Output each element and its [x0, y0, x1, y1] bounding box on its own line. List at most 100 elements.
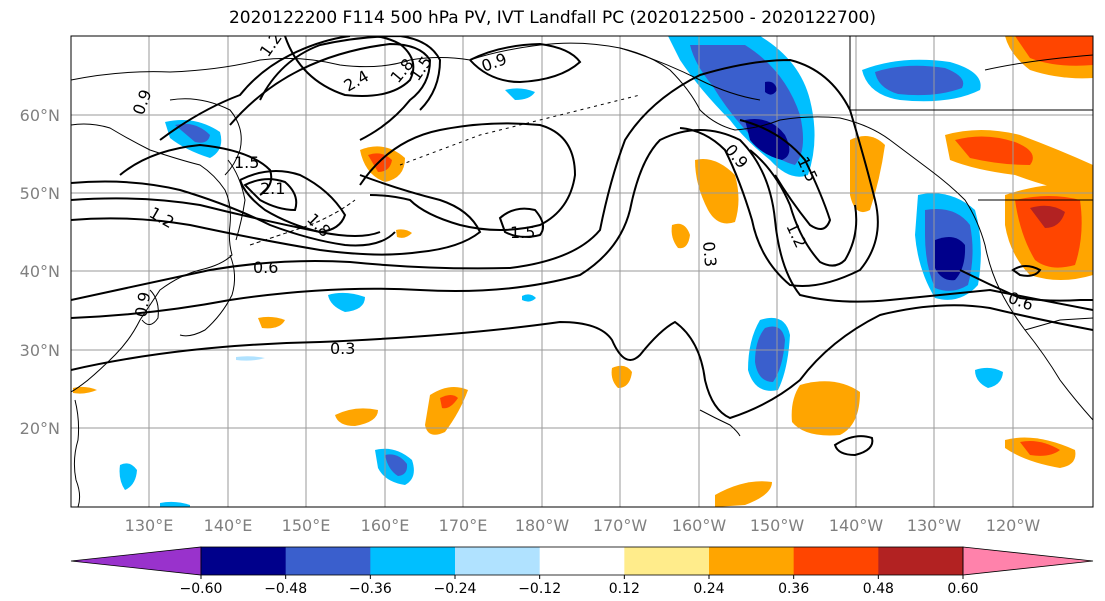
contour-1.5-inner [498, 207, 545, 238]
contour-1.5-east [739, 119, 832, 230]
colorbar-cell [878, 547, 964, 575]
colorbar-outline [200, 546, 964, 576]
shade-negative-yukon-core [875, 65, 964, 96]
shade-positive-prairie-max [1030, 205, 1065, 228]
lon-label-150e: 150°E [282, 516, 331, 535]
shade-positive-south2 [335, 408, 378, 426]
colorbar-cell [455, 547, 541, 575]
colorbar-tick-label: −0.36 [349, 581, 392, 597]
contour-label: 0.3 [330, 339, 355, 358]
lon-label-130e: 130°E [125, 516, 174, 535]
gridlines [71, 36, 1093, 507]
shade-positive-small-d [611, 365, 632, 388]
border-us-mexico [1024, 317, 1093, 331]
coast-asia-east [71, 123, 233, 393]
coast-hawaii [699, 409, 741, 437]
colorbar-cell [793, 547, 879, 575]
lon-label-180w: 180°W [515, 516, 570, 535]
contour-0.9-north [469, 42, 582, 84]
lat-label-50n: 50°N [20, 184, 60, 203]
latitude-labels: 60°N 50°N 40°N 30°N 20°N [20, 106, 60, 438]
contour-0.6-east [959, 269, 1093, 302]
shade-positive-small-a [671, 223, 690, 249]
shade-negative-small4 [975, 367, 1003, 388]
shade-negative-westcoast-max [935, 236, 966, 281]
contour-label: 0.3 [699, 241, 720, 268]
shade-positive-hawaii [791, 381, 860, 436]
shade-positive-small-e [73, 386, 97, 394]
colorbar-tick-label: 0.60 [947, 581, 978, 597]
lon-label-160e: 160°E [361, 516, 410, 535]
lat-label-20n: 20°N [20, 419, 60, 438]
coast-siberia-north [71, 57, 471, 81]
colorbar-extend-min [70, 546, 202, 576]
contour-0.3 [71, 304, 1093, 420]
lon-label-140e: 140°E [204, 516, 253, 535]
coast-japan [179, 254, 236, 337]
lat-label-40n: 40°N [20, 262, 60, 281]
coast-sakhalin [227, 159, 246, 241]
colorbar-tick-label: 0.12 [609, 581, 640, 597]
shade-positive-midpac [695, 159, 739, 224]
colorbar: −0.60 −0.48 −0.36 −0.24 −0.12 0.12 0.24 0.36 0.4… [70, 546, 1094, 597]
lon-label-120w: 120°W [986, 516, 1041, 535]
lon-label-170w: 170°W [593, 516, 648, 535]
colorbar-cell [539, 547, 625, 575]
colorbar-tick-label: −0.12 [518, 581, 561, 597]
colorbar-tick-label: 0.36 [778, 581, 809, 597]
coast-alaska-inner [619, 47, 761, 101]
colorbar-tick-label: 0.48 [863, 581, 894, 597]
shade-negative-small1 [522, 294, 536, 302]
coast-alaska [469, 42, 1093, 421]
lat-label-60n: 60°N [20, 106, 60, 125]
shade-negative-alaska-max2 [765, 81, 777, 95]
contour-1.5-a [71, 180, 396, 247]
contour-2.4 [284, 36, 415, 97]
colorbar-tick-label: −0.60 [180, 581, 223, 597]
contour-label: 1.5 [234, 153, 259, 172]
lon-label-160w: 160°W [672, 516, 727, 535]
contour-label: 0.6 [253, 258, 278, 277]
lon-label-130w: 130°W [907, 516, 962, 535]
contour-1.5-b [119, 143, 273, 196]
shade-negative-small5 [236, 356, 265, 361]
shade-positive-small-b [396, 229, 412, 238]
contour-1.2-east [749, 149, 858, 267]
contour-1.8 [239, 170, 347, 234]
colorbar-cell [285, 547, 371, 575]
shade-negative-alaska-max [745, 119, 790, 160]
coast-korea [141, 289, 159, 325]
coast-aleutian [399, 94, 641, 166]
colorbar-tick-label: −0.24 [434, 581, 477, 597]
contour-0.9-outer [71, 58, 879, 301]
ivt-shading-layer [73, 36, 1093, 507]
lon-label-170e: 170°E [439, 516, 488, 535]
contour-closed-south [833, 435, 874, 457]
colorbar-cell [624, 547, 710, 575]
colorbar-tick-label: −0.48 [264, 581, 307, 597]
shade-negative-midlat [328, 292, 365, 312]
lat-label-30n: 30°N [20, 341, 60, 360]
colorbar-cell [370, 547, 456, 575]
contour-label: 1.5 [510, 223, 535, 242]
shade-positive-prairie-core [1015, 196, 1082, 268]
shade-negative-small6 [160, 501, 190, 507]
colorbar-extend-max [962, 546, 1094, 576]
lon-label-140w: 140°W [829, 516, 884, 535]
shade-positive-south1-core [440, 395, 458, 409]
shade-negative-small3 [119, 463, 137, 490]
longitude-labels: 130°E 140°E 150°E 160°E 170°E 180°W 170°… [125, 516, 1041, 535]
contour-1.2-b [71, 197, 381, 237]
shade-negative-aleutian [505, 88, 535, 100]
lon-label-150w: 150°W [750, 516, 805, 535]
colorbar-cell [709, 547, 795, 575]
coast-kamchatka [169, 98, 242, 176]
shade-negative-small2-core [385, 454, 408, 476]
contour-2.1 [243, 178, 298, 212]
contour-1.5-center [359, 122, 577, 231]
coast-philippines [73, 399, 81, 507]
coastlines [71, 36, 1093, 507]
contour-label: 2.1 [260, 179, 285, 198]
coast-kuril [249, 199, 356, 246]
